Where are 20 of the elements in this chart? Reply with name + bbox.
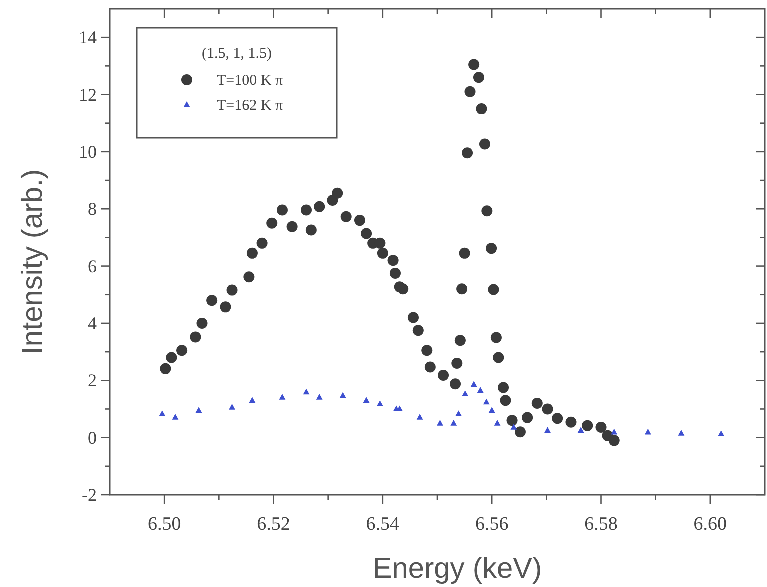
x-tick-label: 6.56: [475, 514, 509, 535]
y-tick-label: 2: [88, 370, 97, 391]
legend-title: (1.5, 1, 1.5): [202, 46, 272, 62]
legend-label: T=100 K π: [217, 73, 284, 89]
y-axis-title: Intensity (arb.): [17, 169, 49, 355]
y-tick-label: -2: [82, 485, 97, 505]
y-tick-label: 4: [88, 313, 97, 334]
x-tick-label: 6.50: [148, 514, 182, 535]
y-tick-label: 10: [79, 142, 97, 162]
y-tick-label: 12: [79, 84, 97, 105]
x-tick-label: 6.60: [694, 514, 728, 535]
y-tick-label: 8: [88, 199, 97, 220]
x-tick-label: 6.52: [257, 514, 290, 535]
x-axis-title: Energy (keV): [372, 553, 542, 585]
y-tick-label: 0: [88, 428, 97, 448]
x-tick-label: 6.54: [366, 514, 400, 535]
y-tick-label: 6: [88, 256, 97, 276]
x-tick-label: 6.58: [584, 514, 618, 535]
y-tick-label: 14: [79, 28, 97, 48]
legend-label: T=162 K π: [217, 98, 284, 114]
